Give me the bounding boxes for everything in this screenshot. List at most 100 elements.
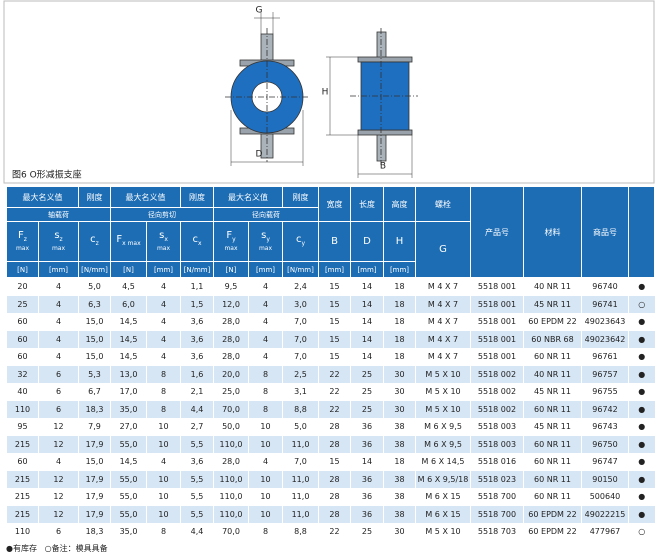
cell: 18,3 [78, 523, 111, 541]
cell: 215 [6, 435, 39, 453]
table-body: 20 4 5,0 4,5 4 1,1 9,5 4 2,4 15 14 18 M 4 X 7 5518 00… [6, 277, 655, 541]
cell: 2,7 [180, 418, 214, 436]
cell: 5518 003 [470, 435, 524, 453]
cell: 4 [248, 277, 283, 296]
cell: 15 [318, 453, 351, 471]
cell: 5,5 [180, 488, 214, 506]
cell: 60 NR 11 [523, 348, 582, 366]
cell: 12 [38, 470, 79, 488]
cell: 14 [350, 295, 384, 313]
stiffness-title: 刚度 [180, 186, 214, 208]
cell: 110,0 [213, 435, 249, 453]
cell: 6,0 [110, 295, 147, 313]
cell: 38 [383, 435, 416, 453]
cell: 4,5 [110, 277, 147, 296]
cell: 20 [6, 277, 39, 296]
unit: [mm] [318, 261, 351, 278]
cell: 25 [350, 365, 384, 383]
cell: 12 [38, 418, 79, 436]
cell: ● [628, 505, 655, 523]
data-row: 215 12 17,9 55,0 10 5,5 110,0 10 11,0 28 36 38 M 6 X… [6, 435, 655, 453]
dim-label: D [256, 150, 263, 160]
cell: 8 [248, 383, 283, 401]
symbol: cy [282, 221, 319, 262]
data-row: 60 4 15,0 14,5 4 3,6 28,0 4 7,0 15 14 18 M 4 X 7 5518… [6, 330, 655, 348]
cell: M 5 X 10 [415, 383, 471, 401]
cell: 49022215 [581, 505, 629, 523]
cell: 60 EPDM 22 [523, 313, 582, 331]
stiffness-title: 刚度 [282, 186, 319, 208]
blank-header [628, 186, 655, 278]
cell: 2,5 [282, 365, 319, 383]
cell: 12,0 [213, 295, 249, 313]
cell: 3,1 [282, 383, 319, 401]
figure: G D H B 图6 O形减振支座 [3, 0, 655, 184]
cell: 28,0 [213, 330, 249, 348]
cell: 4,4 [180, 523, 214, 541]
cell: 5,5 [180, 505, 214, 523]
unit: [mm] [38, 261, 79, 278]
cell: 4 [38, 453, 79, 471]
cell: 5518 002 [470, 400, 524, 418]
symbol-sub: y [266, 236, 270, 243]
cell: 22 [318, 383, 351, 401]
cell: 18 [383, 277, 416, 296]
dim-label: G [256, 6, 263, 16]
cell: 5518 023 [470, 470, 524, 488]
cell: 4 [248, 348, 283, 366]
cell: 4 [146, 330, 181, 348]
cell: ● [628, 453, 655, 471]
cell: ● [628, 348, 655, 366]
cell: 11,0 [282, 435, 319, 453]
cell: 5518 002 [470, 383, 524, 401]
symbol-main: s [54, 230, 60, 241]
side-view [326, 28, 418, 178]
legend-stock: ●有库存 [6, 544, 37, 553]
symbol-main: c [192, 233, 198, 245]
cell: 45 NR 11 [523, 383, 582, 401]
symbol-sub: y [232, 236, 236, 243]
cell: 30 [383, 523, 416, 541]
cell: 10 [248, 418, 283, 436]
cell: 14,5 [110, 330, 147, 348]
data-row: 95 12 7,9 27,0 10 2,7 50,0 10 5,0 28 36 38 M 6 X 9,5… [6, 418, 655, 436]
cell: 25 [350, 400, 384, 418]
front-view [225, 12, 309, 166]
cell: 18 [383, 295, 416, 313]
cell: 36 [350, 505, 384, 523]
symbol-main: F [116, 233, 123, 245]
cell: 3,6 [180, 330, 214, 348]
cell: 10 [248, 505, 283, 523]
cell: 4 [38, 330, 79, 348]
unit: [mm] [248, 261, 283, 278]
cell: 38 [383, 470, 416, 488]
cell: 15 [318, 295, 351, 313]
cell: 477967 [581, 523, 629, 541]
cell: 5,5 [180, 435, 214, 453]
cell: 15 [318, 348, 351, 366]
cell: 4 [146, 295, 181, 313]
cell: 10 [146, 505, 181, 523]
data-row: 110 6 18,3 35,0 8 4,4 70,0 8 8,8 22 25 30 M 5 X 10 55… [6, 523, 655, 541]
cell: 96740 [581, 277, 629, 296]
symbol-sub: x [164, 236, 168, 243]
cell: 60 NBR 68 [523, 330, 582, 348]
cell: 9,5 [213, 277, 249, 296]
data-row: 60 4 15,0 14,5 4 3,6 28,0 4 7,0 15 14 18 M 4 X 7 5518… [6, 348, 655, 366]
cell: M 6 X 15 [415, 488, 471, 506]
cell: M 6 X 14,5 [415, 453, 471, 471]
cell: 96742 [581, 400, 629, 418]
unit: [N/mm] [180, 261, 214, 278]
symbol-sub: z [59, 236, 63, 243]
cell: ● [628, 313, 655, 331]
cell: 28,0 [213, 313, 249, 331]
cell: 14 [350, 330, 384, 348]
cell: 60 [6, 313, 39, 331]
cell: 8,8 [282, 400, 319, 418]
cell: 5518 001 [470, 348, 524, 366]
item-title: 商品号 [581, 186, 629, 278]
symbol-main: c [295, 233, 302, 245]
cell: M 4 X 7 [415, 295, 471, 313]
cell: 13,0 [110, 365, 147, 383]
